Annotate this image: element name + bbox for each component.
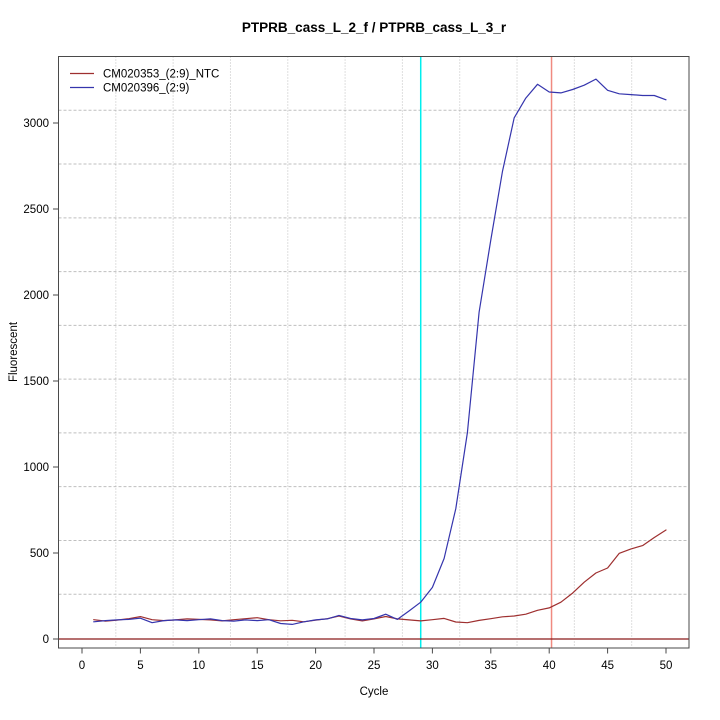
plot-title: PTPRB_cass_L_2_f / PTPRB_cass_L_3_r: [242, 20, 507, 35]
x-axis-label: Cycle: [360, 686, 389, 698]
y-tick-label: 500: [30, 548, 49, 560]
legend-label-sample: CM020396_(2:9): [103, 83, 189, 95]
y-axis-label: Fluorescent: [8, 321, 20, 382]
plot-border: [58, 56, 690, 649]
legend: CM020353_(2:9)_NTC CM020396_(2:9): [70, 69, 219, 95]
amplification-curve: [93, 78, 667, 626]
y-tick-label: 0: [43, 634, 49, 646]
x-tick-label: 5: [137, 660, 143, 672]
x-tick-label: 50: [660, 660, 673, 672]
amplification-curve: [93, 529, 667, 624]
legend-label-ntc: CM020353_(2:9)_NTC: [103, 69, 219, 81]
x-tick-label: 10: [192, 660, 205, 672]
y-tick-label: 2000: [23, 290, 49, 302]
plot-area: 0 5 10 15 20 25 30 35 40 45 5005001000150020002500…: [23, 56, 690, 672]
y-tick-label: 1500: [23, 376, 49, 388]
y-tick-label: 3000: [23, 118, 49, 130]
x-tick-label: 40: [543, 660, 556, 672]
y-tick-label: 1000: [23, 462, 49, 474]
x-tick-label: 25: [368, 660, 381, 672]
x-tick-label: 30: [426, 660, 439, 672]
x-tick-label: 45: [601, 660, 614, 672]
x-tick-label: 35: [484, 660, 497, 672]
x-tick-label: 20: [309, 660, 322, 672]
x-tick-label: 0: [79, 660, 85, 672]
x-tick-label: 15: [251, 660, 264, 672]
y-tick-label: 2500: [23, 204, 49, 216]
